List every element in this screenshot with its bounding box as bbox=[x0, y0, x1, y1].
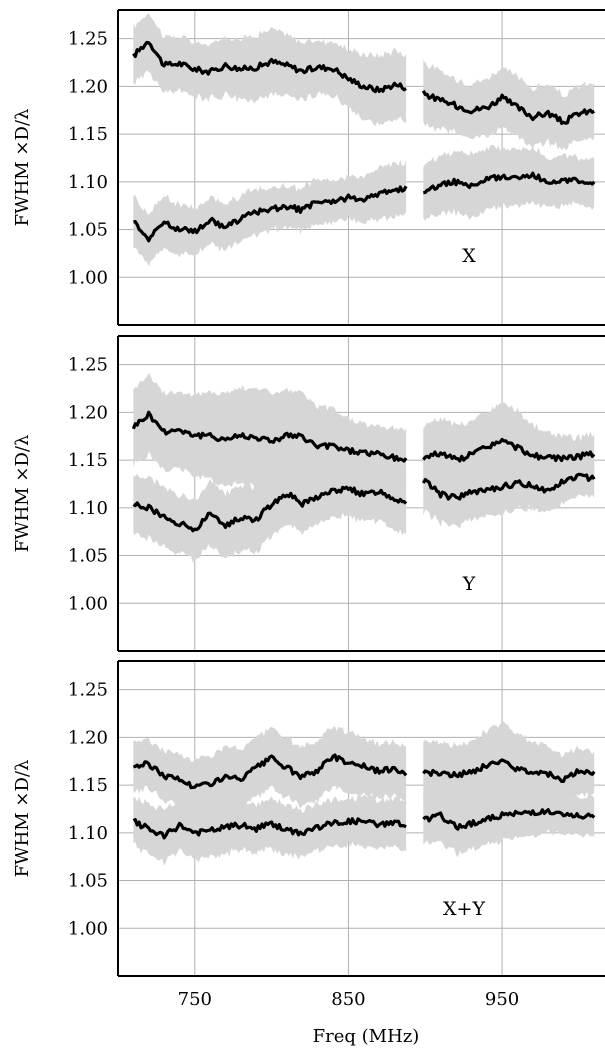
series-2-error-band bbox=[423, 450, 595, 529]
y-tick-label: 1.10 bbox=[68, 172, 108, 193]
panel-1: 1.00 1.05 1.10 1.15 1.20 1.25 FWHM ×D/λ X bbox=[12, 9, 605, 326]
y-axis-title: FWHM ×D/λ bbox=[12, 435, 33, 553]
series-1-error-band bbox=[133, 13, 407, 127]
y-tick-label: 1.20 bbox=[68, 402, 108, 423]
y-tick-label: 1.05 bbox=[68, 220, 108, 241]
series-2-error-band bbox=[133, 159, 407, 267]
series-1-line bbox=[421, 89, 596, 125]
series-1-error-band bbox=[423, 60, 595, 151]
panel-label-y: Y bbox=[462, 573, 476, 595]
y-tick-label: 1.00 bbox=[68, 918, 108, 939]
y-tick-label: 1.20 bbox=[68, 727, 108, 748]
y-tick-label: 1.15 bbox=[68, 775, 108, 796]
y-tick-label: 1.00 bbox=[68, 267, 108, 288]
panel-2: 1.00 1.05 1.10 1.15 1.20 1.25 FWHM ×D/λ Y bbox=[12, 335, 605, 652]
series-1-line bbox=[422, 437, 596, 463]
series-1-line bbox=[132, 40, 407, 94]
series-1-line bbox=[422, 758, 596, 783]
panel-label-xplusy: X+Y bbox=[443, 898, 485, 920]
y-tick-label: 1.25 bbox=[68, 29, 108, 50]
x-tick-label: 950 bbox=[485, 989, 519, 1010]
series-1-line bbox=[131, 410, 408, 463]
series-2-error-band bbox=[423, 784, 595, 858]
series-1-error-band bbox=[133, 373, 407, 492]
x-tick-label: 750 bbox=[178, 989, 212, 1010]
y-tick-label: 1.15 bbox=[68, 450, 108, 471]
y-tick-label: 1.00 bbox=[68, 593, 108, 614]
series-1-error-band bbox=[133, 726, 407, 816]
y-axis-title: FWHM ×D/λ bbox=[12, 760, 33, 878]
y-tick-label: 1.25 bbox=[68, 680, 108, 701]
y-tick-label: 1.10 bbox=[68, 823, 108, 844]
series-1-line bbox=[133, 753, 408, 790]
series-2-error-band bbox=[133, 794, 407, 866]
y-tick-label: 1.05 bbox=[68, 546, 108, 567]
x-axis-title: Freq (MHz) bbox=[313, 1026, 420, 1047]
y-tick-label: 1.10 bbox=[68, 498, 108, 519]
y-tick-label: 1.05 bbox=[68, 871, 108, 892]
panel-plot-area bbox=[132, 13, 596, 267]
panel-label-x: X bbox=[462, 245, 476, 267]
series-2-line bbox=[132, 485, 408, 533]
series-2-line bbox=[421, 472, 596, 501]
y-tick-label: 1.20 bbox=[68, 76, 108, 97]
series-2-line bbox=[423, 171, 596, 195]
panel-plot-area bbox=[131, 373, 596, 563]
y-tick-label: 1.25 bbox=[68, 355, 108, 376]
series-2-line bbox=[133, 185, 408, 243]
series-2-error-band bbox=[423, 145, 595, 221]
series-2-error-band bbox=[133, 459, 407, 563]
y-axis-title: FWHM ×D/λ bbox=[12, 109, 33, 227]
x-tick-label: 850 bbox=[331, 989, 365, 1010]
series-2-line bbox=[132, 817, 407, 840]
y-tick-label: 1.15 bbox=[68, 124, 108, 145]
series-2-line bbox=[422, 808, 596, 831]
panel-3: 1.00 1.05 1.10 1.15 1.20 1.25 FWHM ×D/λ X+Y bbox=[12, 660, 605, 977]
panel-plot-area bbox=[132, 721, 596, 866]
